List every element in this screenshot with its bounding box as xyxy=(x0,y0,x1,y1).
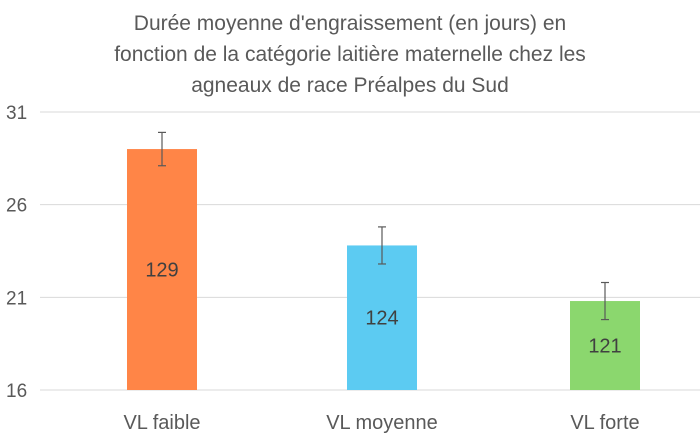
y-tick-label-21: 21 xyxy=(6,288,27,309)
y-tick-label-26: 26 xyxy=(6,196,27,217)
y-tick-label-16: 16 xyxy=(6,381,27,402)
chart-title-line-1: Durée moyenne d'engraissement (en jours)… xyxy=(133,12,567,35)
chart-title-line-2: fonction de la catégorie laitière matern… xyxy=(114,43,586,66)
chart-title-line-3: agneaux de race Préalpes du Sud xyxy=(191,74,509,97)
bar-2 xyxy=(347,245,417,390)
bar-1 xyxy=(127,149,197,390)
data-label-3: 121 xyxy=(588,336,621,358)
data-label-1: 129 xyxy=(145,260,178,282)
x-category-label-3: VL forte xyxy=(570,412,639,434)
x-category-label-1: VL faible xyxy=(123,412,200,434)
data-label-2: 124 xyxy=(365,308,398,330)
chart-title: Durée moyenne d'engraissement (en jours)… xyxy=(40,8,660,101)
x-category-label-2: VL moyenne xyxy=(326,412,438,434)
y-tick-label-31: 31 xyxy=(6,103,27,124)
